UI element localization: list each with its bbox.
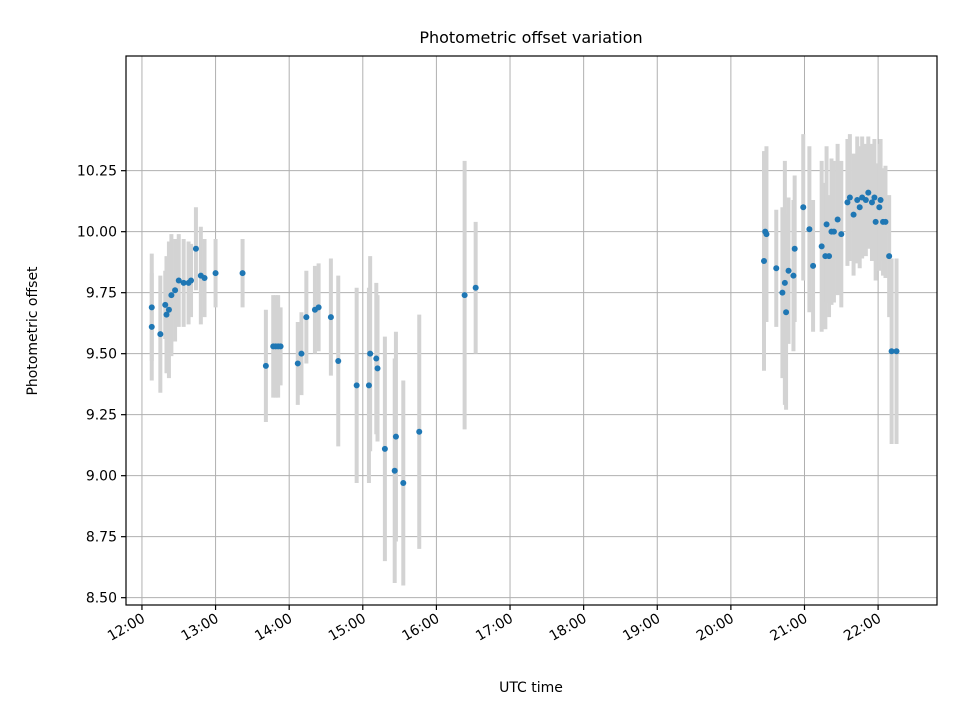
data-point: [472, 284, 479, 291]
data-point: [168, 292, 175, 299]
data-point: [783, 309, 790, 316]
data-point: [862, 196, 869, 203]
grid-layer: [126, 56, 937, 605]
x-tick-label: 22:00: [841, 611, 884, 645]
y-tick-label: 8.75: [86, 530, 117, 546]
data-point: [854, 196, 861, 203]
data-point: [367, 350, 374, 357]
data-point: [353, 382, 360, 389]
data-point: [212, 270, 219, 277]
data-point: [461, 292, 468, 299]
data-point: [201, 275, 208, 282]
data-point: [381, 445, 388, 452]
data-point: [882, 218, 889, 225]
x-tick-label: 13:00: [179, 611, 222, 645]
y-tick-label: 9.50: [86, 347, 117, 363]
data-point: [188, 277, 195, 284]
data-point: [239, 270, 246, 277]
data-point: [162, 301, 169, 308]
y-axis-label: Photometric offset: [25, 266, 41, 396]
x-axis-label: UTC time: [499, 680, 563, 696]
data-point: [791, 245, 798, 252]
data-point: [868, 199, 875, 206]
data-point: [165, 306, 172, 313]
data-point: [175, 277, 182, 284]
error-bar-layer: [149, 134, 899, 586]
data-point: [400, 480, 407, 486]
data-point: [806, 226, 813, 233]
data-point: [277, 343, 284, 350]
data-point: [893, 348, 900, 355]
data-point: [172, 287, 179, 294]
data-point: [886, 253, 893, 260]
data-point: [871, 194, 878, 201]
data-point: [865, 189, 872, 196]
data-point: [810, 262, 817, 269]
data-point: [327, 314, 334, 321]
plot-frame: [125, 55, 938, 606]
data-point: [830, 228, 837, 235]
data-point: [872, 218, 879, 225]
data-point: [392, 433, 399, 440]
data-point: [888, 348, 895, 355]
y-tick-label: 10.00: [77, 225, 117, 241]
data-point: [391, 467, 398, 474]
x-tick-label: 18:00: [547, 611, 590, 645]
x-tick-label: 14:00: [252, 611, 295, 645]
data-point: [315, 304, 322, 311]
y-axis-ticks: 8.50 8.75 9.00 9.25 9.50 9.75 10.00 10.25: [77, 164, 126, 607]
x-tick-label: 15:00: [326, 611, 369, 645]
y-tick-label: 10.25: [77, 164, 117, 180]
data-point: [844, 199, 851, 206]
data-point: [374, 365, 381, 372]
data-point: [779, 289, 786, 296]
data-point: [192, 245, 199, 252]
x-tick-label: 12:00: [105, 611, 148, 645]
data-point: [365, 382, 372, 389]
data-point: [850, 211, 857, 218]
data-point: [856, 204, 863, 211]
x-axis-ticks: 12:00 13:00 14:00 15:00 16:00 17:00 18:00 19:00…: [105, 605, 884, 645]
data-point: [163, 311, 170, 318]
data-point: [148, 304, 155, 311]
data-point: [761, 257, 768, 264]
y-tick-label: 9.25: [86, 408, 117, 424]
data-point: [800, 204, 807, 211]
data-point: [416, 428, 423, 435]
data-point: [303, 314, 310, 321]
chart-title: Photometric offset variation: [419, 28, 642, 47]
x-tick-label: 20:00: [694, 611, 737, 645]
point-layer: [148, 189, 900, 486]
data-point: [877, 196, 884, 203]
data-point: [262, 362, 269, 369]
data-point: [846, 194, 853, 201]
data-point: [826, 253, 833, 260]
x-tick-label: 17:00: [473, 611, 516, 645]
data-point: [785, 267, 792, 274]
data-point: [838, 231, 845, 238]
data-point: [148, 323, 155, 330]
y-tick-label: 8.50: [86, 591, 117, 607]
data-point: [773, 265, 780, 272]
data-point: [373, 355, 380, 362]
x-tick-label: 21:00: [768, 611, 811, 645]
data-point: [763, 231, 770, 238]
data-point: [834, 216, 841, 223]
data-point: [823, 221, 830, 228]
data-point: [298, 350, 305, 357]
y-tick-label: 9.75: [86, 286, 117, 302]
data-point: [335, 358, 342, 364]
data-point: [180, 279, 187, 286]
y-tick-label: 9.00: [86, 469, 117, 485]
data-point: [781, 279, 788, 286]
data-point: [294, 360, 301, 367]
data-point: [157, 331, 164, 338]
data-point: [790, 272, 797, 279]
data-point: [818, 243, 825, 250]
x-tick-label: 19:00: [620, 611, 663, 645]
data-point: [876, 204, 883, 211]
x-tick-label: 16:00: [399, 611, 442, 645]
